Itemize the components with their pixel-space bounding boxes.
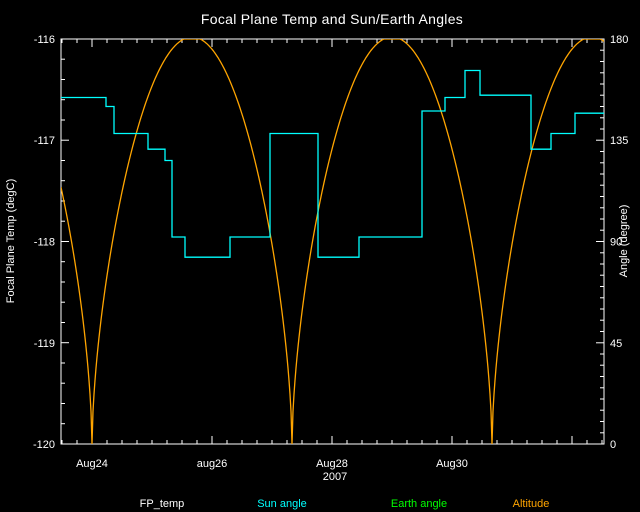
svg-text:-116: -116 — [34, 34, 55, 46]
svg-text:Focal Plane Temp (degC): Focal Plane Temp (degC) — [5, 179, 17, 304]
svg-text:Earth angle: Earth angle — [391, 498, 447, 510]
svg-text:45: 45 — [610, 338, 622, 350]
svg-text:0: 0 — [610, 439, 616, 451]
svg-text:Aug24: Aug24 — [76, 458, 108, 470]
svg-text:2007: 2007 — [323, 471, 347, 483]
svg-text:Aug28: Aug28 — [316, 458, 348, 470]
svg-text:aug26: aug26 — [197, 458, 228, 470]
svg-text:-118: -118 — [34, 237, 55, 249]
svg-text:90: 90 — [610, 237, 622, 249]
svg-text:Sun angle: Sun angle — [257, 498, 307, 510]
svg-text:-119: -119 — [34, 338, 55, 350]
svg-text:180: 180 — [610, 34, 628, 46]
svg-text:Altitude: Altitude — [513, 498, 550, 510]
svg-text:FP_temp: FP_temp — [140, 498, 185, 510]
svg-text:-120: -120 — [33, 439, 55, 451]
svg-text:135: 135 — [610, 135, 628, 147]
svg-text:Focal Plane Temp and Sun/Earth: Focal Plane Temp and Sun/Earth Angles — [201, 11, 463, 27]
svg-text:-117: -117 — [34, 135, 55, 147]
svg-text:Aug30: Aug30 — [436, 458, 468, 470]
